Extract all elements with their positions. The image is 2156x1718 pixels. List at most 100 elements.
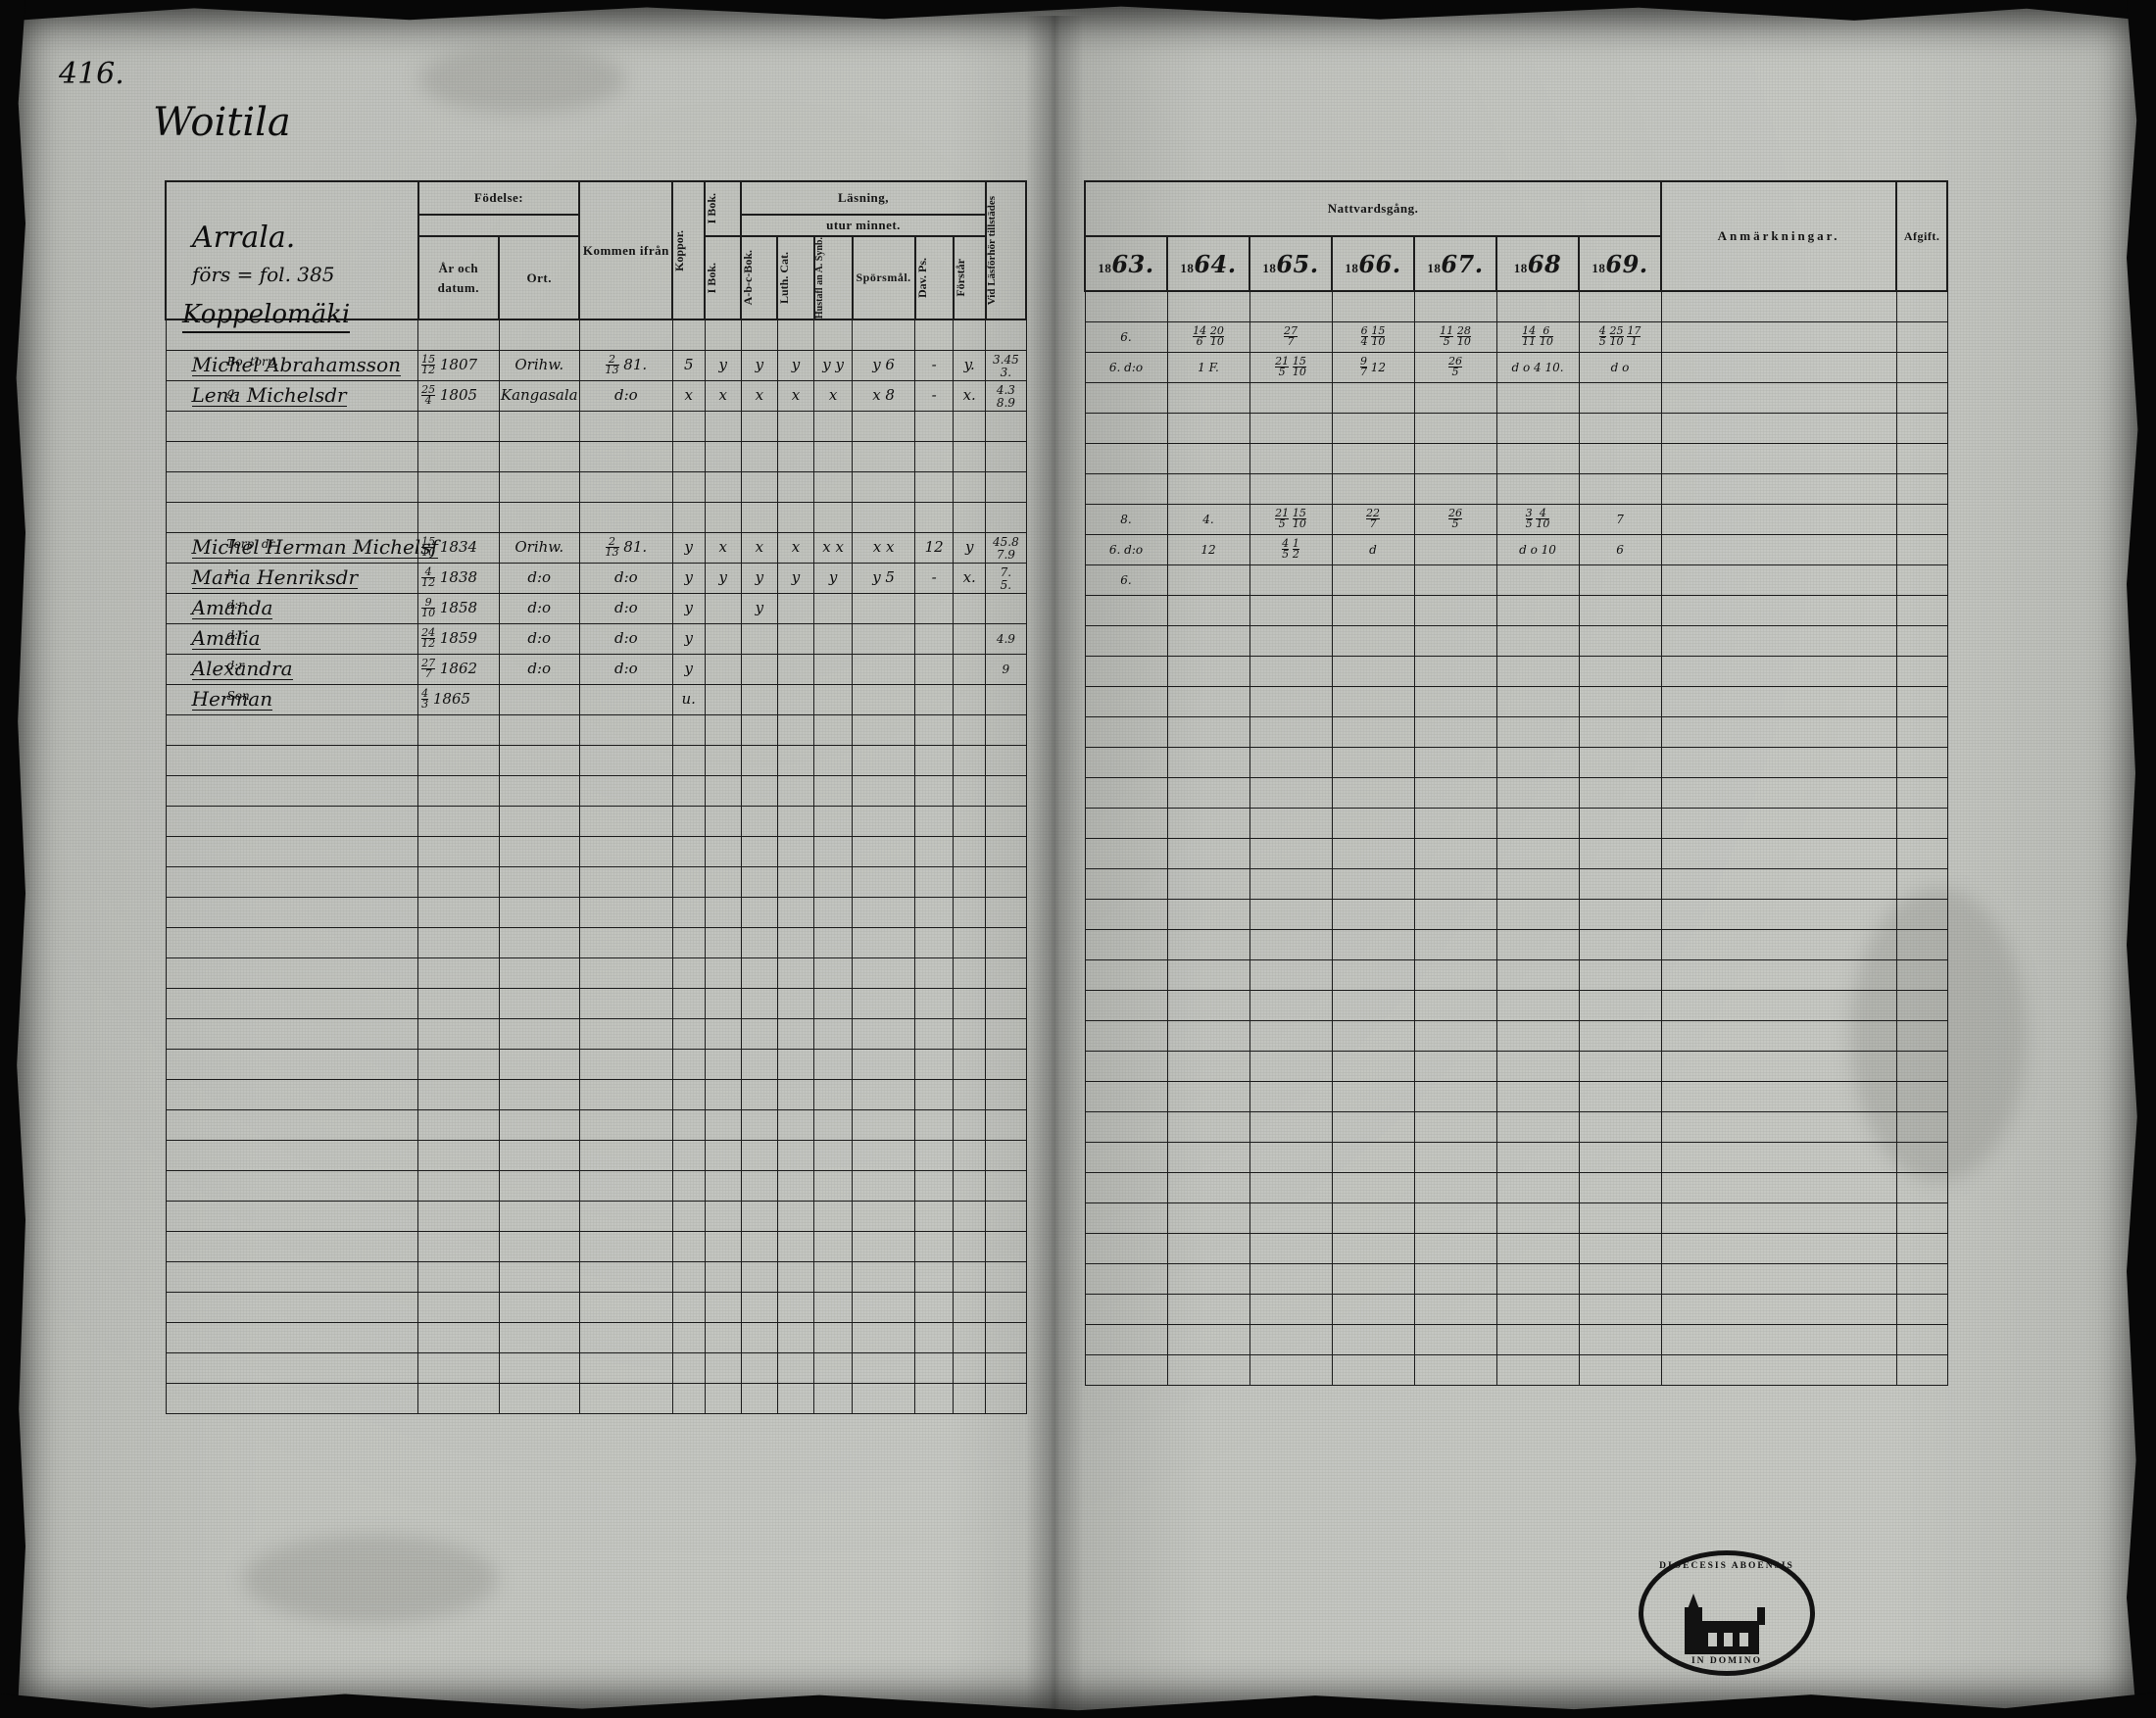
cell-name (165, 926, 419, 958)
cell-remarks (1660, 898, 1897, 930)
table-row (1084, 928, 1948, 960)
cell-communion-1868: d o 4 10. (1495, 351, 1580, 383)
book-gutter (1025, 16, 1084, 1717)
cell-communion-1864 (1166, 685, 1250, 717)
cell-i-bok (704, 1321, 742, 1353)
cell-remarks (1660, 746, 1897, 778)
cell-birth-date (417, 501, 500, 533)
cell-birth-date (417, 410, 500, 442)
cell-communion-1869 (1578, 1353, 1662, 1386)
cell-koppor (671, 1230, 706, 1262)
cell-abc-bok (740, 926, 778, 958)
cell-name (165, 1321, 419, 1353)
cell-afgift (1895, 655, 1948, 687)
cell-communion-1863 (1084, 867, 1168, 900)
cell-hustafl (812, 1108, 854, 1141)
cell-communion-1863 (1084, 746, 1168, 778)
cell-communion-1866 (1331, 989, 1415, 1021)
cell-abc-bok (740, 1048, 778, 1080)
cell-communion-1866 (1331, 1050, 1415, 1082)
cell-birth-date (417, 896, 500, 928)
cell-sporsmal (852, 957, 916, 989)
cell-communion-1868 (1495, 655, 1580, 687)
cell-i-bok (704, 713, 742, 746)
cell-remarks (1660, 290, 1897, 322)
header-came-from: Kommen ifrån (578, 179, 674, 321)
cell-forstar (953, 713, 987, 746)
cell-communion-1869 (1578, 1019, 1662, 1052)
cell-dav-ps (914, 744, 955, 776)
cell-birth-place (498, 1200, 580, 1232)
cell-name: h. Maria Henriksdr (165, 562, 419, 594)
cell-communion-1867 (1413, 898, 1497, 930)
cell-communion-1869 (1578, 867, 1662, 900)
cell-name (165, 1291, 419, 1323)
cell-birth-date (417, 1108, 500, 1141)
cell-afgift (1895, 412, 1948, 444)
cell-luth-cat: x (776, 531, 815, 564)
cell-sporsmal: y 6 (852, 349, 916, 381)
cell-name (165, 1230, 419, 1262)
cell-communion-1866 (1331, 928, 1415, 960)
cell-birth-place (498, 835, 580, 867)
cell-hustafl (812, 1017, 854, 1050)
cell-communion-1869 (1578, 715, 1662, 748)
cell-i-bok (704, 1017, 742, 1050)
cell-koppor (671, 805, 706, 837)
cell-luth-cat (776, 1291, 815, 1323)
cell-name (165, 774, 419, 807)
cell-luth-cat (776, 501, 815, 533)
cell-hustafl (812, 1382, 854, 1414)
table-row (1084, 624, 1948, 657)
cell-forstar (953, 896, 987, 928)
cell-abc-bok: y (740, 349, 778, 381)
cell-name: Torp. dr Michel Herman Michelsf (165, 531, 438, 564)
cell-came-from (578, 774, 673, 807)
right-register-table: Nattvardsgång. Anmärkningar. Afgift. 186… (1083, 180, 1949, 1386)
table-row (1084, 1232, 1948, 1264)
cell-abc-bok (740, 1351, 778, 1384)
cell-afgift (1895, 1050, 1948, 1082)
cell-lasforhor (985, 1017, 1027, 1050)
cell-remarks (1660, 624, 1897, 657)
cell-luth-cat (776, 713, 815, 746)
cell-remarks (1660, 685, 1897, 717)
cell-koppor (671, 744, 706, 776)
cell-came-from (578, 440, 673, 472)
cell-abc-bok: y (740, 592, 778, 624)
cell-communion-1866: 22 7 (1331, 503, 1415, 535)
cell-sporsmal (852, 653, 916, 685)
cell-communion-1867: 26 5 (1413, 503, 1497, 535)
table-row: 6. 14 6 20 10 27 7 6 4 15 10 11 5 28 10 14 11 6 10 4 5 2… (1084, 320, 1948, 353)
header-hustafl: Hustafl an A. Synb. (812, 234, 854, 321)
header-lasning: Läsning, (740, 180, 987, 216)
cell-communion-1868 (1495, 1110, 1580, 1143)
cell-sporsmal (852, 1108, 916, 1141)
stamp-text-bottom: IN DOMINO (1690, 1656, 1763, 1666)
cell-communion-1868 (1495, 594, 1580, 626)
cell-communion-1863 (1084, 958, 1168, 991)
cell-birth-date (417, 1260, 500, 1293)
cell-communion-1863 (1084, 715, 1168, 748)
table-row (165, 1230, 1027, 1262)
cell-sporsmal (852, 865, 916, 898)
cell-name (165, 1351, 419, 1384)
cell-communion-1866 (1331, 381, 1415, 414)
cell-came-from (578, 1169, 673, 1202)
cell-birth-place: d:o (498, 653, 580, 685)
cell-communion-1869 (1578, 442, 1662, 474)
cell-name (165, 1382, 419, 1414)
cell-i-bok: y (704, 562, 742, 594)
cell-communion-1865 (1249, 746, 1333, 778)
cell-name (165, 805, 419, 837)
cell-hustafl (812, 1291, 854, 1323)
cell-hustafl (812, 1351, 854, 1384)
cell-name: d:r Alexandra (165, 653, 419, 685)
cell-communion-1865 (1249, 685, 1333, 717)
cell-communion-1866 (1331, 1141, 1415, 1173)
cell-communion-1865: 21 5 15 10 (1249, 351, 1333, 383)
table-row: d:r Amalia 24 12 1859 d:o d:o y 4.9 (165, 622, 1027, 655)
cell-communion-1868 (1495, 442, 1580, 474)
cell-i-bok (704, 440, 742, 472)
